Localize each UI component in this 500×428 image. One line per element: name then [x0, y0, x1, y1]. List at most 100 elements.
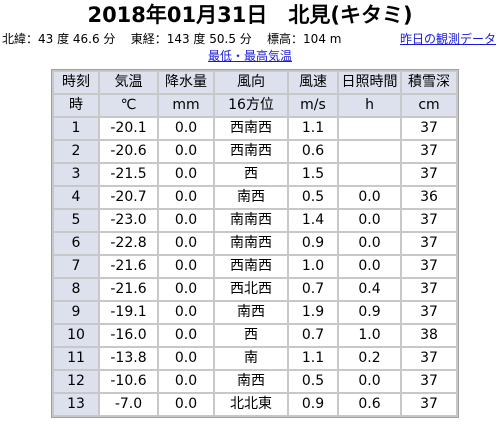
cell-precipitation: 0.0 — [159, 371, 213, 392]
cell-sunshine: 0.9 — [339, 302, 400, 323]
cell-hour: 3 — [54, 164, 98, 185]
unit-snow-depth: cm — [402, 95, 456, 116]
cell-wind-speed: 0.6 — [289, 141, 337, 162]
cell-wind-speed: 0.5 — [289, 187, 337, 208]
table-row: 10 -16.0 0.0 西 0.7 1.0 38 — [54, 325, 456, 346]
cell-wind-speed: 0.9 — [289, 233, 337, 254]
cell-temperature: -21.6 — [100, 256, 157, 277]
cell-snow-depth: 37 — [402, 279, 456, 300]
cell-hour: 12 — [54, 371, 98, 392]
cell-wind-speed: 1.0 — [289, 256, 337, 277]
cell-snow-depth: 37 — [402, 164, 456, 185]
cell-temperature: -10.6 — [100, 371, 157, 392]
cell-precipitation: 0.0 — [159, 348, 213, 369]
cell-snow-depth: 36 — [402, 187, 456, 208]
page-title: 2018年01月31日 北見(キタミ) — [87, 3, 413, 27]
cell-temperature: -19.1 — [100, 302, 157, 323]
cell-snow-depth: 37 — [402, 348, 456, 369]
longitude: 東経：143 度 50.5 分 — [130, 32, 252, 46]
table-row: 12 -10.6 0.0 南西 0.5 0.0 37 — [54, 371, 456, 392]
cell-sunshine: 0.4 — [339, 279, 400, 300]
cell-wind-direction: 西 — [215, 325, 287, 346]
cell-snow-depth: 37 — [402, 210, 456, 231]
cell-precipitation: 0.0 — [159, 302, 213, 323]
table-row: 5 -23.0 0.0 南南西 1.4 0.0 37 — [54, 210, 456, 231]
cell-precipitation: 0.0 — [159, 279, 213, 300]
cell-wind-direction: 南西 — [215, 371, 287, 392]
table-row: 13 -7.0 0.0 北北東 0.9 0.6 37 — [54, 394, 456, 415]
cell-wind-direction: 西南西 — [215, 256, 287, 277]
cell-temperature: -21.6 — [100, 279, 157, 300]
cell-wind-direction: 西南西 — [215, 118, 287, 139]
cell-snow-depth: 37 — [402, 141, 456, 162]
min-max-temperature-link[interactable]: 最低・最高気温 — [207, 49, 292, 63]
header-wind-direction: 風向 — [215, 72, 287, 93]
header-temperature: 気温 — [100, 72, 157, 93]
cell-sunshine: 1.0 — [339, 325, 400, 346]
table-row: 3 -21.5 0.0 西 1.5 37 — [54, 164, 456, 185]
cell-snow-depth: 38 — [402, 325, 456, 346]
unit-wind-direction: 16方位 — [215, 95, 287, 116]
cell-sunshine: 0.0 — [339, 210, 400, 231]
latitude: 北緯：43 度 46.6 分 — [2, 32, 116, 46]
cell-precipitation: 0.0 — [159, 118, 213, 139]
previous-day-link[interactable]: 昨日の観測データ — [399, 32, 496, 46]
cell-sunshine: 0.0 — [339, 371, 400, 392]
cell-sunshine — [339, 164, 400, 185]
cell-temperature: -20.7 — [100, 187, 157, 208]
cell-temperature: -21.5 — [100, 164, 157, 185]
table-row: 2 -20.6 0.0 西南西 0.6 37 — [54, 141, 456, 162]
cell-wind-direction: 北北東 — [215, 394, 287, 415]
cell-sunshine: 0.0 — [339, 233, 400, 254]
cell-sunshine: 0.0 — [339, 256, 400, 277]
cell-hour: 8 — [54, 279, 98, 300]
table-row: 8 -21.6 0.0 西北西 0.7 0.4 37 — [54, 279, 456, 300]
unit-precipitation: mm — [159, 95, 213, 116]
cell-wind-direction: 南西 — [215, 187, 287, 208]
cell-temperature: -20.1 — [100, 118, 157, 139]
cell-hour: 2 — [54, 141, 98, 162]
cell-snow-depth: 37 — [402, 394, 456, 415]
cell-wind-speed: 1.9 — [289, 302, 337, 323]
cell-snow-depth: 37 — [402, 256, 456, 277]
cell-wind-speed: 0.9 — [289, 394, 337, 415]
cell-wind-direction: 西南西 — [215, 141, 287, 162]
header-snow-depth: 積雪深 — [402, 72, 456, 93]
cell-wind-speed: 1.1 — [289, 118, 337, 139]
header-wind-speed: 風速 — [289, 72, 337, 93]
unit-temperature: ℃ — [100, 95, 157, 116]
cell-snow-depth: 37 — [402, 118, 456, 139]
table-row: 6 -22.8 0.0 南南西 0.9 0.0 37 — [54, 233, 456, 254]
cell-precipitation: 0.0 — [159, 210, 213, 231]
table-row: 1 -20.1 0.0 西南西 1.1 37 — [54, 118, 456, 139]
cell-wind-speed: 1.4 — [289, 210, 337, 231]
cell-wind-direction: 南南西 — [215, 233, 287, 254]
header-sunshine: 日照時間 — [339, 72, 400, 93]
station-coordinates: 北緯：43 度 46.6 分 東経：143 度 50.5 分 標高：104 m — [2, 31, 341, 47]
elevation: 標高：104 m — [267, 32, 342, 46]
unit-row: 時 ℃ mm 16方位 m/s h cm — [54, 95, 456, 116]
cell-snow-depth: 37 — [402, 371, 456, 392]
station-info: 北緯：43 度 46.6 分 東経：143 度 50.5 分 標高：104 m … — [2, 31, 498, 47]
header-row: 時刻 気温 降水量 風向 風速 日照時間 積雪深 — [54, 72, 456, 93]
cell-precipitation: 0.0 — [159, 141, 213, 162]
observation-table: 時刻 気温 降水量 風向 風速 日照時間 積雪深 時 ℃ mm 16方位 m/s… — [51, 69, 459, 418]
cell-precipitation: 0.0 — [159, 325, 213, 346]
cell-hour: 11 — [54, 348, 98, 369]
cell-temperature: -16.0 — [100, 325, 157, 346]
cell-wind-speed: 1.1 — [289, 348, 337, 369]
cell-wind-speed: 1.5 — [289, 164, 337, 185]
cell-wind-direction: 西北西 — [215, 279, 287, 300]
table-row: 9 -19.1 0.0 南西 1.9 0.9 37 — [54, 302, 456, 323]
cell-precipitation: 0.0 — [159, 164, 213, 185]
cell-temperature: -20.6 — [100, 141, 157, 162]
cell-sunshine: 0.0 — [339, 187, 400, 208]
unit-wind-speed: m/s — [289, 95, 337, 116]
cell-wind-direction: 南 — [215, 348, 287, 369]
cell-hour: 1 — [54, 118, 98, 139]
cell-hour: 13 — [54, 394, 98, 415]
header-precipitation: 降水量 — [159, 72, 213, 93]
cell-wind-speed: 0.7 — [289, 325, 337, 346]
unit-sunshine: h — [339, 95, 400, 116]
cell-hour: 9 — [54, 302, 98, 323]
